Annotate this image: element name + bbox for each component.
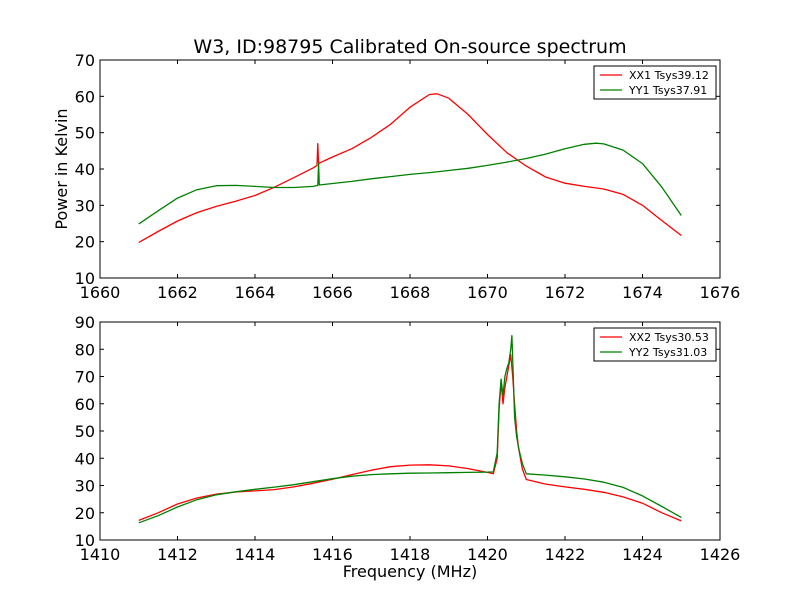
x-tick-label: 1422	[545, 545, 586, 564]
y-tick-label: 10	[75, 531, 95, 550]
y-axis-label: Power in Kelvin	[52, 108, 71, 229]
top-subplot: 1660 1662 1664 1666 1668 1670 1672 1674 1676 10 20…	[52, 51, 740, 302]
y-tick-label: 60	[75, 395, 95, 414]
x-tick-label: 1670	[467, 283, 508, 302]
y-tick-label: 70	[75, 51, 95, 70]
legend-box	[593, 327, 717, 362]
y-tick-label: 90	[75, 313, 95, 332]
y-tick-label: 30	[75, 196, 95, 215]
x-tick-label: 1410	[80, 545, 121, 564]
x-tick-label: 1416	[312, 545, 353, 564]
y-tick-label: 30	[75, 477, 95, 496]
y-tick-label: 10	[75, 269, 95, 288]
x-tick-label: 1676	[700, 283, 741, 302]
series-line-yy	[138, 334, 682, 524]
x-tick-label: 1660	[80, 283, 121, 302]
legend: XX2 Tsys30.53 YY2 Tsys31.03	[593, 327, 717, 362]
y-tick-label: 50	[75, 124, 95, 143]
series-line-xx	[138, 93, 682, 243]
series-line-yy	[138, 142, 682, 225]
y-tick-label: 40	[75, 160, 95, 179]
x-tick-label: 1426	[700, 545, 741, 564]
y-tick-label: 60	[75, 87, 95, 106]
x-tick-label: 1662	[157, 283, 198, 302]
x-axis-label: Frequency (MHz)	[343, 562, 477, 581]
legend-box	[593, 65, 717, 100]
x-tick-label: 1672	[545, 283, 586, 302]
y-tick-label: 70	[75, 368, 95, 387]
legend-entry: XX2 Tsys30.53	[629, 331, 709, 344]
y-tick-label: 50	[75, 422, 95, 441]
x-tick-label: 1666	[312, 283, 353, 302]
figure-title: W3, ID:98795 Calibrated On-source spectr…	[193, 36, 626, 58]
x-tick-label: 1414	[235, 545, 276, 564]
legend-entry: XX1 Tsys39.12	[629, 69, 709, 82]
y-tick-label: 40	[75, 449, 95, 468]
x-tick-label: 1412	[157, 545, 198, 564]
x-tick-label: 1418	[390, 545, 431, 564]
y-tick-label: 80	[75, 340, 95, 359]
x-tick-label: 1674	[622, 283, 663, 302]
legend: XX1 Tsys39.12 YY1 Tsys37.91	[593, 65, 717, 100]
legend-entry: YY2 Tsys31.03	[628, 346, 707, 359]
x-tick-label: 1420	[467, 545, 508, 564]
y-tick-label: 20	[75, 233, 95, 252]
x-tick-label: 1664	[235, 283, 276, 302]
y-tick-label: 20	[75, 504, 95, 523]
legend-entry: YY1 Tsys37.91	[628, 84, 707, 97]
x-tick-label: 1424	[622, 545, 663, 564]
bottom-subplot: 1410 1412 1414 1416 1418 1420 1422 1424 1426 10 20…	[75, 313, 741, 581]
x-tick-label: 1668	[390, 283, 431, 302]
